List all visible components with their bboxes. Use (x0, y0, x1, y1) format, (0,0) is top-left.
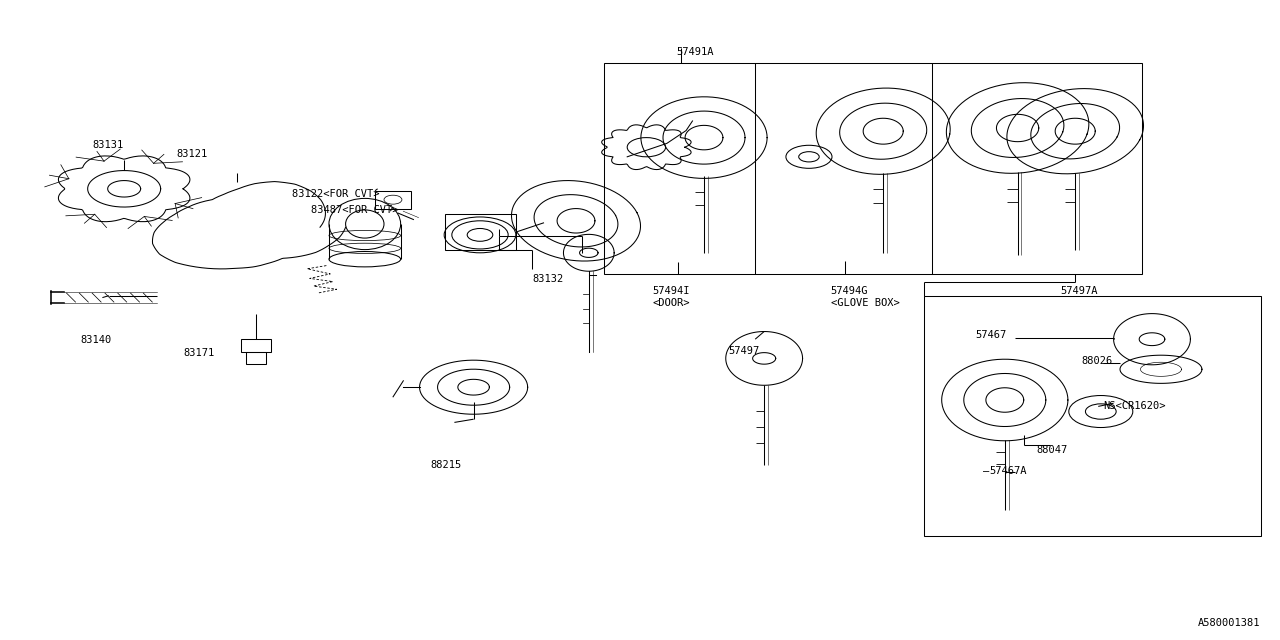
Text: 83122<FOR CVT>: 83122<FOR CVT> (292, 189, 379, 200)
Text: 83140: 83140 (81, 335, 111, 345)
Text: 57497A: 57497A (1060, 286, 1097, 296)
Text: 57494G
<GLOVE BOX>: 57494G <GLOVE BOX> (831, 286, 900, 308)
Text: NS<CR1620>: NS<CR1620> (1103, 401, 1166, 412)
Text: 88215: 88215 (430, 460, 461, 470)
Bar (246, 352, 266, 364)
Text: A580001381: A580001381 (1198, 618, 1261, 628)
Bar (604, 63, 1142, 274)
Text: 83121: 83121 (177, 149, 207, 159)
Text: 57467: 57467 (975, 330, 1006, 340)
Text: 57497: 57497 (728, 346, 759, 356)
Text: 57467A: 57467A (989, 466, 1027, 476)
Text: 83487<FOR CVT>: 83487<FOR CVT> (311, 205, 398, 215)
Text: 83131: 83131 (92, 140, 123, 150)
Text: 88026: 88026 (1082, 356, 1112, 366)
Bar (445, 214, 516, 250)
Text: 83132: 83132 (532, 274, 563, 284)
Text: 57491A: 57491A (676, 47, 713, 57)
Text: 83171: 83171 (183, 348, 214, 358)
Text: 88047: 88047 (1037, 445, 1068, 455)
Text: 57494I
<DOOR>: 57494I <DOOR> (653, 286, 690, 308)
Bar (241, 339, 271, 352)
Bar (375, 191, 411, 209)
Text: —: — (983, 466, 989, 476)
Bar (924, 296, 1261, 536)
